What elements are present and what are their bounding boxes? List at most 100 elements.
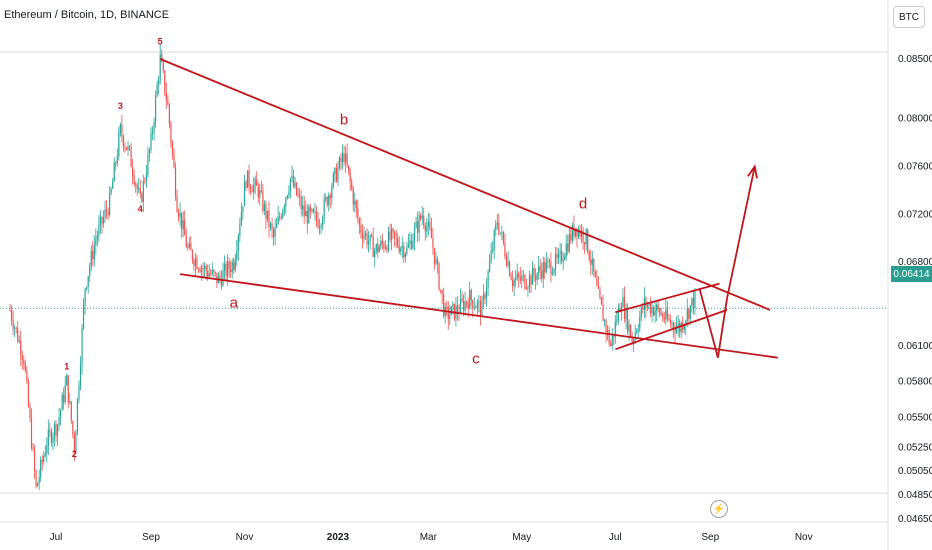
candle-body: [159, 54, 161, 80]
candle-body: [220, 278, 223, 286]
candle-body: [584, 242, 586, 245]
candle-body: [660, 313, 662, 315]
candle-body: [18, 340, 20, 342]
candle-body: [73, 434, 75, 453]
candle-body: [551, 273, 554, 275]
candle-body: [294, 182, 296, 187]
x-tick-label: Mar: [420, 532, 438, 543]
lightning-icon[interactable]: ⚡: [710, 500, 728, 518]
candle-body: [404, 253, 406, 258]
candle-body: [52, 436, 54, 443]
candle-body: [46, 445, 48, 454]
candle-body: [406, 247, 408, 254]
candle-body: [417, 221, 419, 233]
candle-body: [420, 215, 422, 219]
candle-body: [279, 216, 281, 218]
candle-body: [193, 260, 195, 266]
candle-body: [462, 300, 465, 311]
candle-body: [150, 133, 152, 150]
candle-body: [430, 228, 433, 239]
candle-body: [498, 222, 500, 234]
candle-body: [81, 327, 83, 365]
candle-body: [256, 178, 258, 186]
wave-label: a: [230, 295, 239, 312]
candle-body: [421, 215, 423, 219]
candle-body: [265, 203, 267, 220]
candle-body: [415, 221, 417, 228]
candle-body: [534, 275, 537, 280]
candle-body: [156, 84, 158, 97]
candle-body: [299, 195, 301, 197]
candle-body: [466, 301, 468, 304]
candle-body: [222, 270, 224, 286]
candle-body: [508, 261, 511, 276]
candle-body: [605, 320, 607, 333]
candle-body: [487, 271, 489, 288]
candle-body: [107, 211, 109, 215]
candle-body: [297, 194, 299, 196]
candle-body: [113, 162, 115, 182]
candle-body: [518, 273, 520, 278]
candle-body: [24, 363, 26, 371]
candle-body: [613, 335, 615, 337]
candle-body: [568, 234, 570, 252]
candle-body: [625, 307, 627, 320]
x-tick-label: Jul: [609, 532, 622, 543]
candle-body: [43, 455, 45, 462]
candle-body: [76, 398, 79, 432]
candle-body: [426, 226, 428, 232]
candle-body: [219, 275, 221, 279]
candle-body: [82, 304, 85, 328]
candle-body: [656, 304, 658, 311]
candle-body: [669, 319, 672, 324]
candle-body: [335, 167, 338, 182]
candle-body: [640, 307, 642, 318]
candle-body: [285, 197, 287, 207]
candle-body: [585, 229, 587, 245]
candle-body: [191, 250, 193, 261]
candle-body: [357, 208, 359, 220]
candle-body: [142, 181, 144, 202]
candle-body: [30, 418, 33, 448]
candle-body: [513, 279, 515, 287]
candle-body: [679, 323, 681, 333]
wave-label: 5: [158, 37, 163, 47]
candle-body: [331, 187, 333, 199]
y-tick-label: 0.05250: [898, 442, 932, 453]
candle-body: [461, 298, 463, 301]
x-tick-label: Sep: [142, 532, 160, 543]
candle-body: [407, 243, 410, 248]
candle-body: [616, 321, 618, 323]
candle-body: [418, 215, 420, 233]
candle-body: [181, 212, 183, 230]
candle-body: [377, 244, 379, 253]
candle-body: [14, 327, 16, 329]
candle-body: [680, 322, 682, 333]
wave-label: b: [340, 112, 348, 129]
candle-body: [64, 385, 66, 403]
candle-body: [545, 261, 547, 273]
candle-body: [207, 271, 209, 277]
candle-body: [484, 294, 486, 299]
candle-body: [268, 210, 270, 228]
candle-body: [364, 233, 367, 236]
candle-body: [269, 223, 272, 228]
candle-body: [648, 303, 650, 306]
candle-body: [401, 246, 403, 249]
candle-body: [38, 477, 40, 484]
candle-body: [528, 275, 531, 288]
candle-body: [29, 406, 31, 419]
candle-body: [636, 331, 638, 333]
candle-body: [109, 193, 111, 215]
candle-body: [86, 287, 88, 289]
candle-body: [243, 181, 246, 207]
candle-body: [496, 222, 498, 225]
candle-body: [35, 470, 37, 487]
candle-body: [318, 227, 321, 229]
candle-body: [587, 229, 589, 252]
candle-body: [12, 320, 14, 329]
candle-body: [677, 323, 679, 328]
currency-button[interactable]: BTC: [893, 6, 925, 28]
candle-body: [688, 308, 690, 319]
